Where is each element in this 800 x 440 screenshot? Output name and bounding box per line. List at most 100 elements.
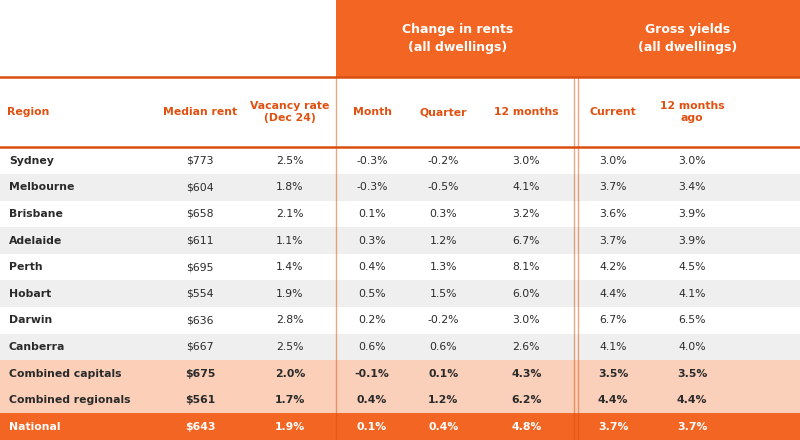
Bar — [0, 201, 336, 227]
Bar — [0, 360, 336, 387]
Text: Combined regionals: Combined regionals — [9, 395, 130, 405]
Text: 3.0%: 3.0% — [678, 156, 706, 166]
Text: Hobart: Hobart — [9, 289, 51, 299]
Bar — [0, 334, 336, 360]
Bar — [574, 227, 800, 254]
Text: 3.7%: 3.7% — [598, 422, 629, 432]
Text: $604: $604 — [186, 182, 214, 192]
Bar — [574, 147, 800, 174]
Text: Perth: Perth — [9, 262, 42, 272]
Text: 3.5%: 3.5% — [598, 369, 628, 378]
Text: Median rent: Median rent — [163, 107, 237, 117]
Bar — [0, 387, 336, 414]
Text: $773: $773 — [186, 156, 214, 166]
Text: 3.7%: 3.7% — [677, 422, 707, 432]
Bar — [574, 201, 578, 227]
Text: 4.2%: 4.2% — [599, 262, 627, 272]
Text: -0.2%: -0.2% — [427, 315, 459, 325]
Text: 12 months: 12 months — [494, 107, 558, 117]
Text: 3.4%: 3.4% — [678, 182, 706, 192]
Text: -0.3%: -0.3% — [356, 182, 388, 192]
Bar — [336, 201, 578, 227]
Bar — [336, 387, 578, 414]
Text: 2.1%: 2.1% — [276, 209, 304, 219]
Text: 1.9%: 1.9% — [275, 422, 305, 432]
Text: 4.3%: 4.3% — [511, 369, 542, 378]
Bar — [574, 174, 800, 201]
Bar — [0, 254, 336, 280]
Text: Vacancy rate
(Dec 24): Vacancy rate (Dec 24) — [250, 101, 330, 123]
Text: 4.8%: 4.8% — [511, 422, 542, 432]
Bar — [0, 77, 800, 147]
Bar — [336, 227, 578, 254]
Text: National: National — [9, 422, 60, 432]
Bar — [0, 227, 336, 254]
Bar — [336, 147, 578, 174]
Text: 1.8%: 1.8% — [276, 182, 304, 192]
Text: 1.2%: 1.2% — [428, 395, 458, 405]
Text: Adelaide: Adelaide — [9, 235, 62, 246]
Text: 1.5%: 1.5% — [430, 289, 457, 299]
Bar — [336, 0, 578, 77]
Text: 3.2%: 3.2% — [513, 209, 540, 219]
Text: Change in rents
(all dwellings): Change in rents (all dwellings) — [402, 23, 513, 54]
Text: 12 months
ago: 12 months ago — [660, 101, 724, 123]
Text: Darwin: Darwin — [9, 315, 52, 325]
Text: 4.1%: 4.1% — [599, 342, 627, 352]
Text: Current: Current — [590, 107, 637, 117]
Text: 6.5%: 6.5% — [678, 315, 706, 325]
Bar — [574, 307, 800, 334]
Text: 3.9%: 3.9% — [678, 235, 706, 246]
Bar — [574, 201, 800, 227]
Text: 3.6%: 3.6% — [599, 209, 627, 219]
Text: Sydney: Sydney — [9, 156, 54, 166]
Bar — [574, 147, 578, 174]
Text: 2.5%: 2.5% — [276, 156, 304, 166]
Text: 2.0%: 2.0% — [275, 369, 305, 378]
Bar — [574, 387, 800, 414]
Text: 0.3%: 0.3% — [430, 209, 457, 219]
Text: 8.1%: 8.1% — [513, 262, 540, 272]
Text: 0.1%: 0.1% — [357, 422, 387, 432]
Text: 4.0%: 4.0% — [678, 342, 706, 352]
Text: 1.3%: 1.3% — [430, 262, 457, 272]
Text: 4.1%: 4.1% — [678, 289, 706, 299]
Text: 3.5%: 3.5% — [677, 369, 707, 378]
Bar — [574, 360, 578, 387]
Bar — [574, 334, 800, 360]
Bar — [574, 334, 578, 360]
Text: $667: $667 — [186, 342, 214, 352]
Bar — [0, 307, 336, 334]
Bar — [336, 307, 578, 334]
Text: 4.1%: 4.1% — [513, 182, 540, 192]
Text: 0.3%: 0.3% — [358, 235, 386, 246]
Bar — [0, 280, 336, 307]
Text: $554: $554 — [186, 289, 214, 299]
Text: 3.0%: 3.0% — [513, 156, 540, 166]
Text: 1.2%: 1.2% — [430, 235, 457, 246]
Bar — [336, 414, 578, 440]
Text: 4.4%: 4.4% — [599, 289, 627, 299]
Text: Region: Region — [7, 107, 50, 117]
Text: 2.6%: 2.6% — [513, 342, 540, 352]
Text: 4.5%: 4.5% — [678, 262, 706, 272]
Text: Quarter: Quarter — [419, 107, 467, 117]
Bar — [0, 174, 336, 201]
Text: -0.2%: -0.2% — [427, 156, 459, 166]
Text: $561: $561 — [185, 395, 215, 405]
Text: -0.3%: -0.3% — [356, 156, 388, 166]
Bar — [336, 280, 578, 307]
Text: 2.8%: 2.8% — [276, 315, 304, 325]
Text: $658: $658 — [186, 209, 214, 219]
Text: 0.6%: 0.6% — [358, 342, 386, 352]
Text: 0.6%: 0.6% — [430, 342, 457, 352]
Bar — [0, 147, 336, 174]
Bar — [574, 360, 800, 387]
Text: -0.5%: -0.5% — [427, 182, 459, 192]
Bar — [336, 334, 578, 360]
Bar — [336, 174, 578, 201]
Text: -0.1%: -0.1% — [354, 369, 390, 378]
Bar — [336, 360, 578, 387]
Bar — [574, 254, 578, 280]
Text: 4.4%: 4.4% — [598, 395, 629, 405]
